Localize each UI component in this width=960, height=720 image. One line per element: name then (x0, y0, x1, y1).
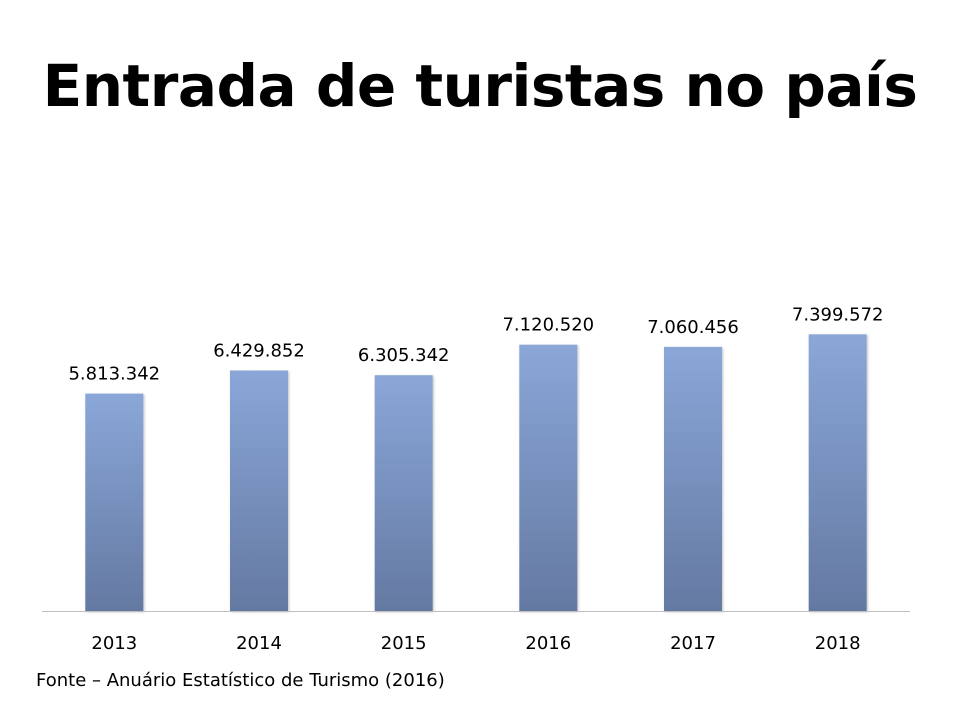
x-tick-label-2014: 2014 (236, 633, 282, 654)
bar-2014 (230, 370, 288, 611)
x-tick-label-2018: 2018 (815, 633, 861, 654)
data-label-2017: 7.060.456 (647, 317, 739, 338)
data-label-2016: 7.120.520 (502, 315, 594, 336)
bar-2016 (519, 344, 578, 611)
x-tick-labels-group: 2013 2014 2015 2016 2017 2018 (91, 633, 860, 654)
source-note: Fonte – Anuário Estatístico de Turismo (… (36, 670, 445, 691)
data-label-2014: 6.429.852 (213, 341, 305, 362)
x-tick-label-2013: 2013 (91, 633, 137, 654)
bar-2013 (85, 393, 144, 611)
data-label-2013: 5.813.342 (68, 364, 160, 385)
bar-2017 (664, 346, 722, 611)
x-tick-label-2015: 2015 (381, 633, 427, 654)
bar-2018 (808, 334, 867, 611)
data-label-2018: 7.399.572 (792, 304, 884, 325)
x-tick-label-2017: 2017 (670, 633, 716, 654)
bars-group (85, 334, 867, 611)
value-labels-group: 5.813.342 6.429.852 6.305.342 7.120.520 7.06… (68, 304, 883, 384)
x-tick-label-2016: 2016 (525, 633, 571, 654)
bar-2015 (374, 375, 433, 611)
chart-title: Entrada de turistas no país (42, 52, 918, 120)
data-label-2015: 6.305.342 (358, 345, 450, 366)
